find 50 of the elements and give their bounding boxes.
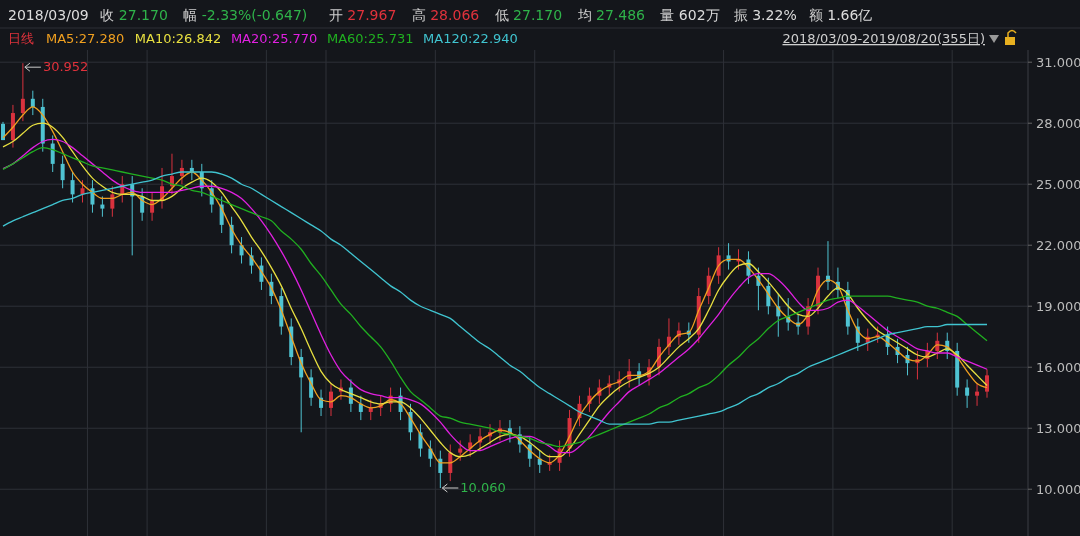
candlestick — [150, 191, 155, 222]
y-tick-label: 31.000 — [1036, 54, 1080, 70]
text: 高 28.066 — [411, 7, 480, 23]
y-tick-label: 13.000 — [1036, 420, 1080, 436]
candlestick — [537, 450, 542, 474]
candlestick — [458, 439, 463, 462]
candlestick — [716, 246, 721, 285]
text: 2018/03/09 — [8, 7, 89, 23]
candlestick — [30, 90, 35, 116]
candlestick — [418, 423, 423, 458]
y-tick-label: 10.000 — [1036, 481, 1080, 497]
text: 均 27.486 — [576, 7, 646, 23]
candlestick — [438, 450, 443, 489]
text: 低 27.170 — [494, 7, 563, 23]
candlestick — [60, 155, 65, 189]
text: 量 602万 — [660, 7, 720, 23]
candlestick — [358, 395, 363, 421]
text: 日线 — [8, 31, 34, 46]
text: MA5:27.280 — [46, 31, 125, 46]
candlestick — [965, 378, 970, 409]
candlestick — [100, 195, 105, 218]
candlestick — [448, 443, 453, 482]
y-tick-label: 19.000 — [1036, 298, 1080, 314]
text: 开 27.967 — [328, 7, 397, 23]
text: 幅 -2.33%(-0.647) — [183, 7, 308, 23]
candlestick — [90, 179, 95, 214]
text: 振 3.22% — [733, 7, 797, 23]
text: MA60:25.731 — [326, 31, 414, 46]
candlestick — [975, 382, 980, 407]
y-tick-label: 25.000 — [1036, 176, 1080, 192]
text: MA20:25.770 — [230, 31, 318, 46]
text: 2018/03/09-2019/08/20(355日) — [782, 31, 985, 46]
annotation: 30.952 — [42, 59, 89, 75]
candlestick — [329, 382, 333, 417]
candlestick — [110, 185, 115, 218]
text: 收 27.170 — [100, 7, 168, 23]
text: 额 1.66亿 — [808, 7, 873, 23]
y-tick-label: 16.000 — [1036, 359, 1080, 375]
candlestick — [20, 62, 25, 122]
y-tick-label: 22.000 — [1036, 237, 1080, 253]
y-tick-label: 28.000 — [1036, 115, 1080, 131]
candlestick — [70, 171, 75, 204]
candlestick — [985, 368, 989, 399]
candlestick — [80, 179, 85, 204]
candlestick — [468, 433, 473, 458]
candlestick — [368, 399, 373, 421]
text: MA120:22.940 — [423, 31, 518, 46]
annotation: 10.060 — [460, 480, 506, 496]
candlestick — [50, 134, 55, 173]
text: MA10:26.842 — [134, 31, 222, 46]
